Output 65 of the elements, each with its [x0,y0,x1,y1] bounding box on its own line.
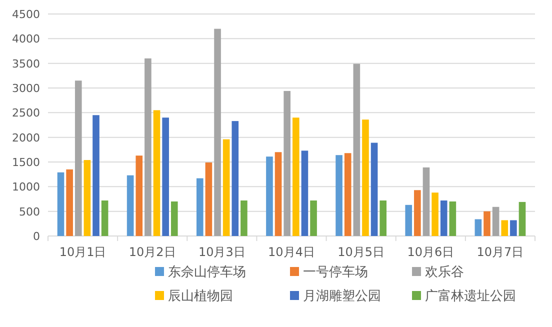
x-tick-label: 10月2日 [128,245,176,259]
bar [310,200,317,236]
bar [432,192,438,236]
bar [153,110,160,236]
bar [84,160,91,236]
legend-label: 月湖雕塑公园 [303,288,381,304]
bar [474,219,482,236]
legend-label: 广富林遗址公园 [425,288,516,304]
bar [422,167,430,236]
bar [301,150,308,236]
legend-label: 东佘山停车场 [168,265,246,280]
bar [144,58,152,236]
bar [196,178,204,236]
legend-label: 一号停车场 [303,265,368,280]
bar [101,200,108,236]
bar [92,115,100,236]
x-tick-label: 10月5日 [338,245,385,259]
bar [292,118,300,236]
bar [57,172,64,236]
bar [440,200,448,236]
bar [126,175,134,236]
bar [501,220,508,236]
bar [484,211,490,236]
bar [240,200,248,236]
bar [405,204,412,236]
bar [414,190,421,236]
bar [353,64,360,236]
bar [362,120,369,236]
bar [370,142,378,236]
bar [232,121,239,236]
bar [336,155,342,236]
y-tick-label: 1000 [12,180,40,194]
x-tick-label: 10月1日 [59,245,106,259]
bar [380,200,387,236]
bar [162,118,169,236]
bar [214,28,221,236]
y-tick-label: 1500 [12,156,40,169]
y-tick-label: 2000 [12,131,40,144]
x-tick-label: 10月7日 [476,245,524,259]
bar [66,169,73,236]
y-tick-label: 500 [19,205,40,218]
bar [344,153,352,236]
bar [518,202,526,236]
x-tick-label: 10月4日 [268,245,315,259]
y-tick-label: 4000 [12,32,40,46]
bar [205,162,212,236]
bar [136,156,143,236]
legend-label: 欢乐谷 [425,265,464,280]
bar [449,201,456,236]
y-tick-label: 2500 [12,106,40,120]
y-tick-label: 0 [33,230,40,243]
y-tick-label: 3500 [12,57,40,70]
bar [274,152,282,236]
y-tick-label: 4500 [12,8,40,21]
bar [510,220,517,236]
x-tick-label: 10月3日 [198,245,246,259]
legend-label: 辰山植物园 [168,289,233,304]
bar [492,206,500,236]
bar [74,80,82,236]
y-tick-label: 3000 [12,82,40,95]
bar [284,90,290,236]
x-tick-label: 10月6日 [407,245,454,259]
bar [266,156,273,236]
bar [222,139,230,236]
bar [170,201,178,236]
